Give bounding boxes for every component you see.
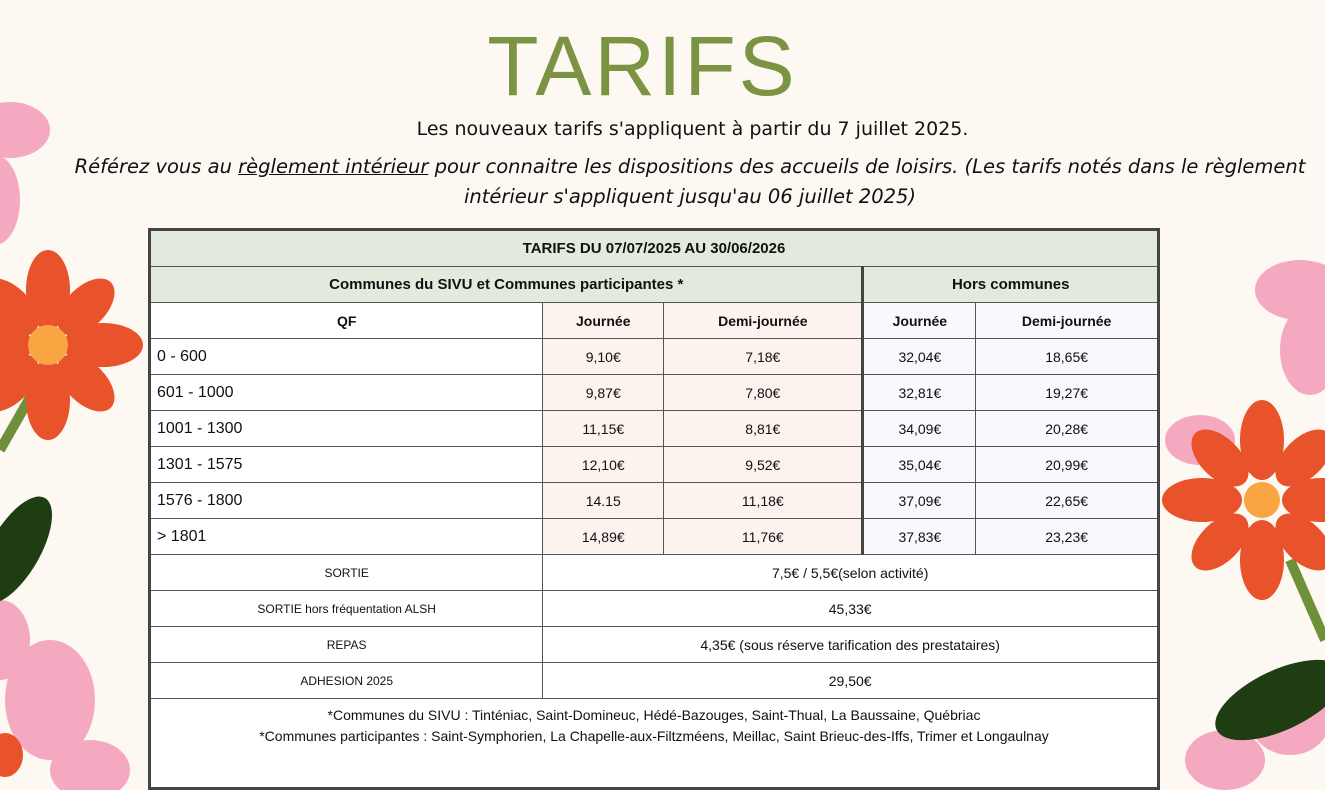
table-row: 1001 - 1300 11,15€ 8,81€ 34,09€ 20,28€ bbox=[148, 410, 1159, 447]
extra-value: 7,5€ / 5,5€(selon activité) bbox=[542, 554, 1159, 591]
price-cell: 8,81€ bbox=[663, 410, 865, 447]
intro-text: Référez vous au règlement intérieur pour… bbox=[60, 152, 1320, 212]
price-cell: 14.15 bbox=[542, 482, 665, 519]
footnote: *Communes du SIVU : Tinténiac, Saint-Dom… bbox=[149, 698, 1159, 789]
price-cell: 32,04€ bbox=[862, 338, 977, 375]
subtitle: Les nouveaux tarifs s'appliquent à parti… bbox=[416, 118, 969, 140]
price-cell: 32,81€ bbox=[862, 374, 977, 411]
group-header-communes: Communes du SIVU et Communes participant… bbox=[148, 266, 865, 303]
price-cell: 12,10€ bbox=[542, 446, 665, 483]
leaf-icon bbox=[0, 496, 52, 604]
footnote-sivu: *Communes du SIVU : Tinténiac, Saint-Dom… bbox=[327, 707, 981, 723]
extra-row: ADHESION 2025 29,50€ bbox=[148, 662, 1159, 699]
column-header: QF bbox=[148, 302, 544, 339]
price-cell: 34,09€ bbox=[862, 410, 977, 447]
table-row: 1301 - 1575 12,10€ 9,52€ 35,04€ 20,99€ bbox=[148, 446, 1159, 483]
extra-value: 45,33€ bbox=[542, 590, 1159, 627]
price-cell: 11,76€ bbox=[663, 518, 865, 555]
extra-value: 4,35€ (sous réserve tarification des pre… bbox=[542, 626, 1159, 663]
price-cell: 23,23€ bbox=[975, 518, 1159, 555]
intro-after: pour connaitre les dispositions des accu… bbox=[428, 155, 1306, 208]
column-header: Demi-journée bbox=[975, 302, 1159, 339]
extra-label: SORTIE bbox=[148, 554, 544, 591]
price-cell: 7,18€ bbox=[663, 338, 865, 375]
qf-cell: 601 - 1000 bbox=[148, 374, 544, 411]
qf-cell: 0 - 600 bbox=[148, 338, 544, 375]
intro-before: Référez vous au bbox=[74, 155, 239, 178]
extra-value: 29,50€ bbox=[542, 662, 1159, 699]
price-cell: 35,04€ bbox=[862, 446, 977, 483]
price-cell: 37,83€ bbox=[862, 518, 977, 555]
tarifs-table: TARIFS DU 07/07/2025 AU 30/06/2026 Commu… bbox=[148, 228, 1160, 790]
table-row: 1576 - 1800 14.15 11,18€ 37,09€ 22,65€ bbox=[148, 482, 1159, 519]
footnote-participantes: *Communes participantes : Saint-Symphori… bbox=[259, 728, 1049, 744]
extra-row: REPAS 4,35€ (sous réserve tarification de… bbox=[148, 626, 1159, 663]
price-cell: 9,87€ bbox=[542, 374, 665, 411]
extra-label: REPAS bbox=[148, 626, 544, 663]
column-header: Demi-journée bbox=[663, 302, 865, 339]
table-row: 0 - 600 9,10€ 7,18€ 32,04€ 18,65€ bbox=[148, 338, 1159, 375]
qf-cell: 1576 - 1800 bbox=[148, 482, 544, 519]
table-row: 601 - 1000 9,87€ 7,80€ 32,81€ 19,27€ bbox=[148, 374, 1159, 411]
price-cell: 11,15€ bbox=[542, 410, 665, 447]
price-cell: 22,65€ bbox=[975, 482, 1159, 519]
price-cell: 19,27€ bbox=[975, 374, 1159, 411]
table-title: TARIFS DU 07/07/2025 AU 30/06/2026 bbox=[149, 229, 1159, 267]
reglement-link[interactable]: règlement intérieur bbox=[238, 155, 429, 178]
extra-row: SORTIE hors fréquentation ALSH 45,33€ bbox=[148, 590, 1159, 627]
red-flower-icon bbox=[0, 250, 1325, 777]
extra-label: ADHESION 2025 bbox=[148, 662, 544, 699]
price-cell: 20,28€ bbox=[975, 410, 1159, 447]
qf-cell: > 1801 bbox=[148, 518, 544, 555]
price-cell: 14,89€ bbox=[542, 518, 665, 555]
column-header: Journée bbox=[542, 302, 665, 339]
extra-row: SORTIE 7,5€ / 5,5€(selon activité) bbox=[148, 554, 1159, 591]
page-title: TARIFS bbox=[487, 19, 798, 113]
price-cell: 11,18€ bbox=[663, 482, 865, 519]
leaf-icon bbox=[1215, 659, 1325, 741]
qf-cell: 1001 - 1300 bbox=[148, 410, 544, 447]
price-cell: 9,10€ bbox=[542, 338, 665, 375]
table-row: > 1801 14,89€ 11,76€ 37,83€ 23,23€ bbox=[148, 518, 1159, 555]
group-header-hors: Hors communes bbox=[862, 266, 1159, 303]
price-cell: 37,09€ bbox=[862, 482, 977, 519]
price-cell: 7,80€ bbox=[663, 374, 865, 411]
pink-flower-icon bbox=[0, 102, 1325, 790]
extra-label: SORTIE hors fréquentation ALSH bbox=[148, 590, 544, 627]
column-header: Journée bbox=[862, 302, 977, 339]
price-cell: 9,52€ bbox=[663, 446, 865, 483]
qf-cell: 1301 - 1575 bbox=[148, 446, 544, 483]
price-cell: 18,65€ bbox=[975, 338, 1159, 375]
price-cell: 20,99€ bbox=[975, 446, 1159, 483]
